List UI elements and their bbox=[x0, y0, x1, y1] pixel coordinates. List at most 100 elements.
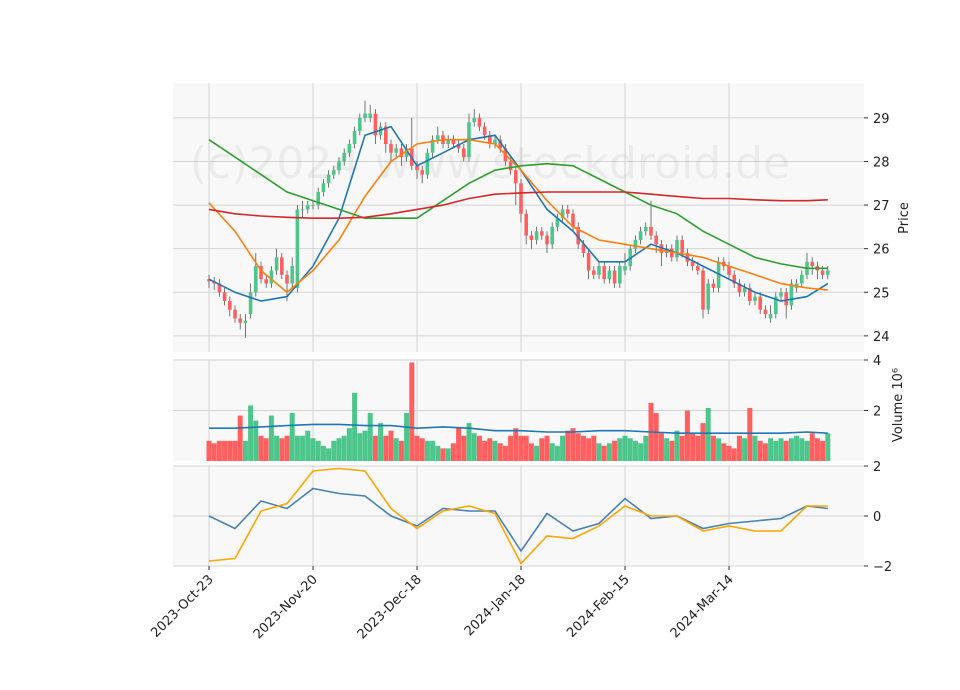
volume-bar bbox=[440, 448, 446, 461]
candle-body bbox=[576, 226, 580, 245]
candle-body bbox=[529, 235, 534, 240]
volume-bar bbox=[560, 435, 566, 461]
volume-bar bbox=[534, 445, 540, 461]
candle-body bbox=[269, 270, 274, 284]
volume-bar bbox=[544, 435, 550, 461]
volume-bar bbox=[476, 435, 482, 461]
volume-bar bbox=[388, 430, 394, 461]
candle-body bbox=[217, 283, 222, 293]
volume-bar bbox=[762, 443, 768, 461]
volume-bar bbox=[747, 407, 753, 461]
volume-bar bbox=[768, 438, 774, 461]
candle-body bbox=[222, 292, 227, 301]
candle-body bbox=[508, 161, 513, 171]
volume-bar bbox=[752, 435, 758, 461]
volume-bar bbox=[539, 438, 545, 461]
candle-body bbox=[514, 170, 518, 184]
volume-bar bbox=[482, 440, 488, 461]
volume-bar bbox=[799, 438, 805, 461]
volume-bar bbox=[622, 435, 628, 461]
volume-bar bbox=[456, 428, 462, 461]
volume-bar bbox=[580, 435, 586, 461]
candle-body bbox=[446, 139, 450, 145]
candle-body bbox=[519, 183, 523, 214]
candle-body bbox=[254, 266, 258, 293]
y-tick-label: 4 bbox=[873, 354, 881, 369]
volume-bar bbox=[211, 443, 217, 461]
volume-bar bbox=[398, 440, 404, 461]
volume-bar bbox=[232, 440, 238, 461]
volume-bar bbox=[523, 435, 529, 461]
volume-bar bbox=[263, 438, 269, 461]
volume-bar bbox=[632, 440, 638, 461]
candle-body bbox=[810, 261, 814, 267]
candle-body bbox=[784, 292, 788, 306]
volume-bar bbox=[617, 438, 623, 461]
candle-body bbox=[300, 209, 305, 211]
volume-bar bbox=[279, 438, 285, 461]
candle-body bbox=[789, 283, 794, 306]
volume-bar bbox=[242, 440, 248, 461]
candle-body bbox=[732, 274, 736, 284]
candle-body bbox=[758, 296, 762, 310]
candle-body bbox=[701, 270, 705, 310]
volume-bar bbox=[248, 405, 254, 461]
candle-body bbox=[597, 266, 601, 275]
candle-body bbox=[238, 318, 242, 323]
volume-bar bbox=[513, 428, 519, 461]
y-tick-label: 27 bbox=[873, 199, 890, 214]
candle-body bbox=[706, 283, 710, 310]
volume-bar bbox=[289, 413, 295, 461]
candle-body bbox=[358, 117, 362, 131]
candle-body bbox=[243, 320, 248, 323]
candle-body bbox=[228, 300, 232, 310]
y-tick-label: 2 bbox=[873, 460, 881, 475]
candle-body bbox=[800, 274, 804, 284]
candle-body bbox=[540, 231, 544, 236]
volume-bar bbox=[383, 435, 389, 461]
volume-bar bbox=[742, 438, 748, 461]
candle-body bbox=[612, 270, 617, 284]
candle-body bbox=[337, 161, 341, 171]
volume-bar bbox=[206, 440, 212, 461]
candle-body bbox=[498, 139, 502, 149]
candle-body bbox=[727, 266, 731, 275]
volume-bar bbox=[336, 438, 342, 461]
volume-bar bbox=[367, 413, 373, 461]
candle-body bbox=[352, 130, 357, 145]
volume-bar bbox=[809, 433, 815, 461]
volume-bar bbox=[518, 435, 524, 461]
volume-bar bbox=[487, 438, 493, 461]
candle-body bbox=[363, 113, 367, 118]
candle-body bbox=[321, 183, 326, 192]
candle-body bbox=[753, 296, 757, 301]
volume-bar bbox=[284, 435, 290, 461]
candle-body bbox=[675, 239, 679, 258]
volume-bar bbox=[705, 407, 711, 461]
volume-bar bbox=[820, 440, 826, 461]
candle-body bbox=[690, 261, 695, 267]
volume-bar bbox=[825, 433, 831, 461]
volume-bar bbox=[726, 445, 732, 461]
candle-body bbox=[425, 152, 430, 175]
volume-bar bbox=[627, 438, 633, 461]
volume-bar bbox=[357, 433, 363, 461]
volume-bar bbox=[690, 433, 696, 461]
candle-body bbox=[654, 235, 658, 245]
candle-body bbox=[306, 205, 310, 210]
candle-body bbox=[618, 266, 622, 284]
candle-body bbox=[524, 213, 528, 236]
volume-bar bbox=[372, 435, 378, 461]
y-tick-label: 2 bbox=[873, 405, 881, 420]
volume-bar bbox=[414, 435, 420, 461]
volume-bar bbox=[320, 445, 326, 461]
candle-body bbox=[274, 257, 279, 271]
candle-body bbox=[820, 270, 825, 275]
candle-body bbox=[384, 126, 388, 145]
volume-bar bbox=[466, 423, 472, 461]
volume-bar bbox=[435, 445, 441, 461]
volume-bar bbox=[216, 440, 222, 461]
y-tick-label: 29 bbox=[873, 112, 890, 127]
volume-bar bbox=[794, 435, 800, 461]
